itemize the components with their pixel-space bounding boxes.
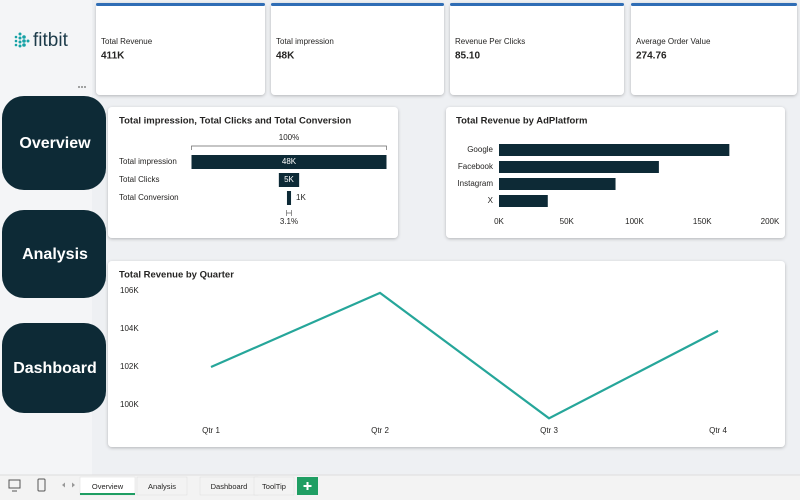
x-tick-label: Qtr 1	[202, 426, 220, 435]
nav-button-label: Analysis	[22, 246, 88, 263]
chart-title: Total Revenue by AdPlatform	[456, 116, 587, 127]
kpi-label: Revenue Per Clicks	[455, 37, 525, 46]
kpi-value: 48K	[276, 51, 295, 62]
y-tick-label: 106K	[120, 286, 139, 295]
kpi-value: 85.10	[455, 51, 480, 62]
kpi-accent	[271, 3, 444, 6]
page-tab-label: Analysis	[148, 482, 176, 491]
desktop-view-icon[interactable]	[8, 479, 21, 492]
funnel-bottom-label: 3.1%	[280, 217, 298, 226]
funnel-card	[108, 107, 398, 238]
y-category-label: X	[488, 196, 494, 205]
kpi-value: 274.76	[636, 51, 667, 62]
active-tab-indicator	[80, 493, 135, 495]
nav-button-label: Overview	[19, 135, 91, 152]
funnel-value-label: 1K	[296, 193, 306, 202]
chart-title: Total Revenue by Quarter	[119, 270, 234, 281]
logo-icon	[14, 32, 30, 48]
kpi-label: Total impression	[276, 37, 334, 46]
x-tick-label: 100K	[625, 217, 644, 226]
mobile-view-icon[interactable]	[37, 478, 46, 492]
funnel-value-label: 5K	[284, 175, 294, 184]
kpi-card	[96, 3, 265, 95]
kpi-card	[450, 3, 624, 95]
page-tab-label: ToolTip	[262, 482, 286, 491]
line-card	[108, 261, 785, 447]
y-tick-label: 104K	[120, 324, 139, 333]
line-series	[210, 291, 719, 420]
add-page-button[interactable]	[297, 477, 318, 495]
charts: Total impression, Total Clicks and Total…	[119, 116, 780, 436]
funnel-bar	[191, 155, 387, 169]
bar	[499, 178, 616, 190]
y-tick-label: 100K	[120, 400, 139, 409]
page-tab[interactable]	[253, 476, 295, 496]
page-tab-label: Dashboard	[211, 482, 248, 491]
nav-button[interactable]	[2, 210, 106, 298]
nav-button[interactable]	[2, 323, 106, 413]
bar	[499, 195, 548, 207]
funnel-category: Total Clicks	[119, 175, 159, 184]
y-category-label: Google	[467, 145, 493, 154]
x-tick-label: Qtr 3	[540, 426, 558, 435]
kpi-card	[631, 3, 797, 95]
funnel-top-label: 100%	[279, 133, 299, 142]
kpi-accent	[96, 3, 265, 6]
more-options[interactable]	[78, 86, 86, 88]
tab-scroll[interactable]	[62, 482, 75, 488]
kpi-value: 411K	[101, 51, 125, 62]
kpi-label: Total Revenue	[101, 37, 153, 46]
kpi-card	[271, 3, 444, 95]
page-tab[interactable]	[136, 476, 188, 496]
page-tab-label: Overview	[92, 482, 124, 491]
navigation: Overview Analysis Dashboard	[2, 96, 106, 413]
nav-button-label: Dashboard	[13, 360, 97, 377]
y-category-label: Facebook	[458, 162, 494, 171]
funnel-bottom-marker	[286, 210, 292, 216]
x-tick-label: Qtr 4	[709, 426, 727, 435]
x-tick-label: 50K	[560, 217, 575, 226]
logo: fitbit	[33, 30, 69, 51]
chart-title: Total impression, Total Clicks and Total…	[119, 116, 351, 127]
x-tick-label: 150K	[693, 217, 712, 226]
kpi-row: Total Revenue 411K Total impression 48K Reve…	[96, 3, 797, 95]
funnel-value-label: 48K	[282, 157, 297, 166]
x-tick-label: Qtr 2	[371, 426, 389, 435]
funnel-bracket	[191, 145, 387, 150]
kpi-label: Average Order Value	[636, 37, 711, 46]
funnel-bar	[286, 191, 292, 205]
x-tick-label: 0K	[494, 217, 504, 226]
funnel-category: Total Conversion	[119, 193, 179, 202]
kpi-accent	[631, 3, 797, 6]
funnel-category: Total impression	[119, 157, 177, 166]
nav-button[interactable]	[2, 96, 106, 190]
bar	[499, 161, 659, 173]
bar	[499, 144, 730, 156]
x-tick-label: 200K	[761, 217, 780, 226]
funnel-bar	[278, 173, 300, 187]
page-tabs: Overview Analysis Dashboard ToolTip	[79, 476, 295, 496]
y-category-label: Instagram	[457, 179, 493, 188]
y-tick-label: 102K	[120, 362, 139, 371]
kpi-accent	[450, 3, 624, 6]
